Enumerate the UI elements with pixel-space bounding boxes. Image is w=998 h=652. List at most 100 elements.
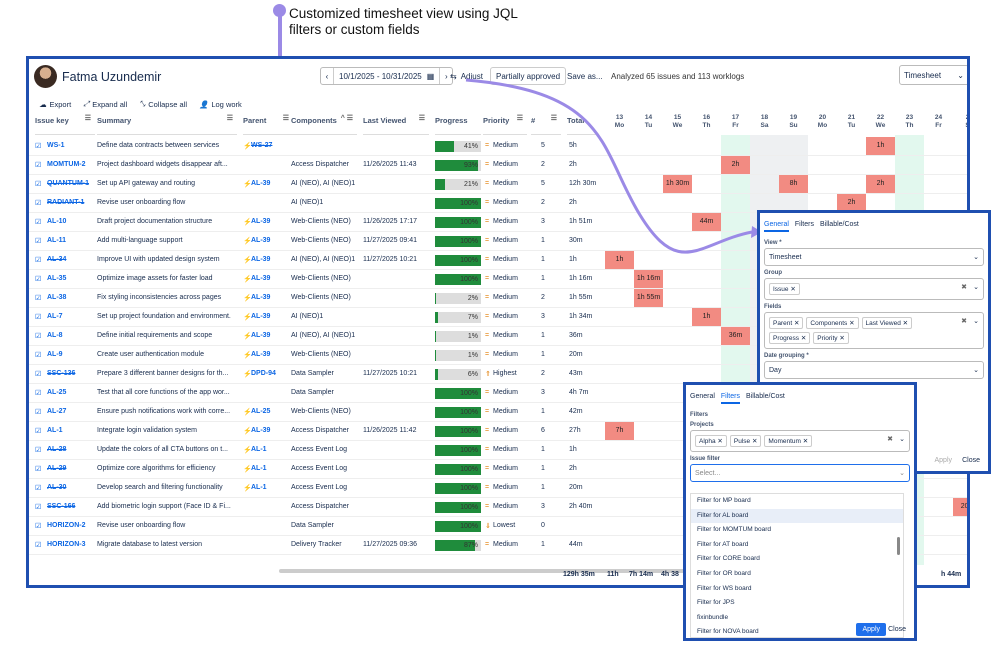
col-last-viewed[interactable]: Last Viewed ☰	[363, 111, 429, 135]
worklog-cell[interactable]: 36m	[721, 327, 750, 345]
project-chip[interactable]: Alpha ✕	[695, 435, 727, 447]
issue-key[interactable]: QUANTUM-1	[47, 180, 89, 187]
issue-key[interactable]: AL-9	[47, 351, 63, 358]
issue-key[interactable]: AL-27	[47, 408, 67, 415]
issue-key[interactable]: AL-28	[47, 446, 67, 453]
table-row[interactable]: ☑ HORIZON-2 Revise user onboarding flow Dat…	[29, 517, 967, 536]
close-button[interactable]: Close	[888, 626, 906, 633]
project-chip[interactable]: Pulse ✕	[729, 435, 762, 447]
log-work-button[interactable]: 👤 Log work	[199, 99, 242, 109]
worklog-cell[interactable]: 2h	[866, 175, 895, 193]
col-total[interactable]: Total	[567, 111, 597, 135]
chevron-right-icon[interactable]: ›	[444, 71, 448, 81]
worklog-cell[interactable]: 1h	[692, 308, 721, 326]
table-row[interactable]: ☑ AL-7 Set up project foundation and envir…	[29, 308, 967, 327]
issue-key[interactable]: AL-38	[47, 294, 67, 301]
table-row[interactable]: ☑ SSC-166 Add biometric login support (Fac…	[29, 498, 967, 517]
worklog-cell[interactable]: 2h	[837, 194, 866, 212]
issue-key[interactable]: AL-25	[47, 389, 67, 396]
parent-link[interactable]: AL-39	[251, 294, 271, 301]
dropdown-option[interactable]: fixinbundle	[697, 613, 729, 621]
tab-filters[interactable]: Filters	[794, 221, 814, 228]
table-row[interactable]: ☑ AL-34 Improve UI with updated design sys…	[29, 251, 967, 270]
worklog-cell[interactable]: 1h 30m	[663, 175, 692, 193]
table-row[interactable]: ☑ AL-9 Create user authentication module ⚡ A…	[29, 346, 967, 365]
save-as-button[interactable]: Save as...	[562, 67, 608, 85]
calendar-icon[interactable]: ▦	[426, 71, 435, 81]
issue-key[interactable]: AL-34	[47, 256, 67, 263]
col-progress[interactable]: Progress	[435, 111, 481, 135]
chevron-left-icon[interactable]: ‹	[325, 71, 329, 81]
col-count[interactable]: # ☰	[531, 111, 561, 135]
apply-button[interactable]: Apply	[934, 457, 952, 464]
parent-link[interactable]: AL-1	[251, 446, 267, 453]
parent-link[interactable]: DPD-94	[251, 370, 276, 377]
table-row[interactable]: ☑ WS-1 Define data contracts between servi…	[29, 137, 967, 156]
table-row[interactable]: ☑ AL-30 Develop search and filtering funct…	[29, 479, 967, 498]
parent-link[interactable]: AL-39	[251, 275, 271, 282]
field-chip[interactable]: Last Viewed ✕	[861, 317, 913, 329]
clear-icon[interactable]: ✖	[887, 436, 893, 443]
expand-all-button[interactable]: ⤢ Expand all	[83, 99, 127, 109]
date-range-picker[interactable]: ‹ 10/1/2025 - 10/31/2025 ▦ ›	[320, 67, 454, 85]
table-row[interactable]: ☑ RADIANT-1 Revise user onboarding flow AI …	[29, 194, 967, 213]
export-button[interactable]: ☁ Export	[39, 99, 71, 109]
tab-filters[interactable]: Filters	[720, 393, 740, 404]
worklog-cell[interactable]: 1h 16m	[634, 270, 663, 288]
parent-link[interactable]: AL-39	[251, 313, 271, 320]
issue-key[interactable]: MOMTUM-2	[47, 161, 86, 168]
table-row[interactable]: ☑ AL-29 Optimize core algorithms for effic…	[29, 460, 967, 479]
parent-link[interactable]: AL-1	[251, 484, 267, 491]
close-button[interactable]: Close	[962, 457, 980, 464]
issue-key[interactable]: HORIZON-2	[47, 522, 86, 529]
issue-key[interactable]: WS-1	[47, 142, 65, 149]
issue-key[interactable]: SSC-166	[47, 503, 76, 510]
table-row[interactable]: ☑ AL-11 Add multi-language support ⚡ AL-39 We…	[29, 232, 967, 251]
table-row[interactable]: ☑ AL-38 Fix styling inconsistencies across…	[29, 289, 967, 308]
table-row[interactable]: ☑ QUANTUM-1 Set up API gateway and routing…	[29, 175, 967, 194]
issue-key[interactable]: AL-29	[47, 465, 67, 472]
view-select[interactable]: Timesheet ⌄	[764, 248, 984, 266]
filter-icon[interactable]: ☰	[550, 115, 557, 122]
parent-link[interactable]: AL-39	[251, 256, 271, 263]
parent-link[interactable]: AL-1	[251, 465, 267, 472]
issue-key[interactable]: AL-30	[47, 484, 67, 491]
issue-key[interactable]: AL-11	[47, 237, 67, 244]
worklog-cell[interactable]: 1h	[605, 251, 634, 269]
dropdown-option[interactable]: Filter for OR board	[697, 569, 751, 577]
worklog-cell[interactable]: 20m	[953, 498, 967, 516]
filter-icon[interactable]: ☰	[84, 115, 91, 122]
approval-button[interactable]: Partially approved	[490, 67, 567, 85]
tab-general[interactable]: General	[764, 221, 789, 232]
projects-select[interactable]: ✖ ⌄ Alpha ✕ Pulse ✕ Momentum ✕	[690, 430, 910, 452]
tab-billable[interactable]: Billable/Cost	[745, 393, 785, 400]
issue-key[interactable]: AL-1	[47, 427, 63, 434]
dropdown-option[interactable]: Filter for JPS	[697, 599, 735, 607]
parent-link[interactable]: AL-39	[251, 180, 271, 187]
worklog-cell[interactable]: 1h	[866, 137, 895, 155]
dropdown-option[interactable]: Filter for MOMTUM board	[697, 526, 772, 534]
parent-link[interactable]: AL-39	[251, 237, 271, 244]
issue-key[interactable]: AL-8	[47, 332, 63, 339]
issue-filter-select[interactable]: Select... ⌄	[690, 464, 910, 482]
dropdown-scrollbar[interactable]	[897, 537, 900, 555]
worklog-cell[interactable]: 44m	[692, 213, 721, 231]
parent-link[interactable]: AL-25	[251, 408, 271, 415]
table-row[interactable]: ☑ HORIZON-3 Migrate database to latest ver…	[29, 536, 967, 555]
dropdown-option[interactable]: Filter for AL board	[691, 508, 903, 524]
table-row[interactable]: ☑ AL-28 Update the colors of all CTA butto…	[29, 441, 967, 460]
parent-link[interactable]: AL-39	[251, 427, 271, 434]
sort-filter-icon[interactable]: ^ ☰	[340, 115, 353, 122]
parent-link[interactable]: AL-39	[251, 351, 271, 358]
dropdown-option[interactable]: Filter for AT board	[697, 540, 749, 548]
worklog-cell[interactable]: 2h	[721, 156, 750, 174]
table-row[interactable]: ☑ AL-1 Integrate login validation system ⚡ A…	[29, 422, 967, 441]
parent-link[interactable]: WS-27	[251, 142, 273, 149]
table-row[interactable]: ☑ SSC-136 Prepare 3 different banner desig…	[29, 365, 967, 384]
view-select[interactable]: Timesheet ⌄	[899, 65, 967, 85]
group-select[interactable]: Issue ✕ ✖ ⌄	[764, 278, 984, 300]
field-chip[interactable]: Components ✕	[806, 317, 859, 329]
worklog-cell[interactable]: 8h	[779, 175, 808, 193]
col-priority[interactable]: Priority ☰	[483, 111, 527, 135]
parent-link[interactable]: AL-39	[251, 218, 271, 225]
